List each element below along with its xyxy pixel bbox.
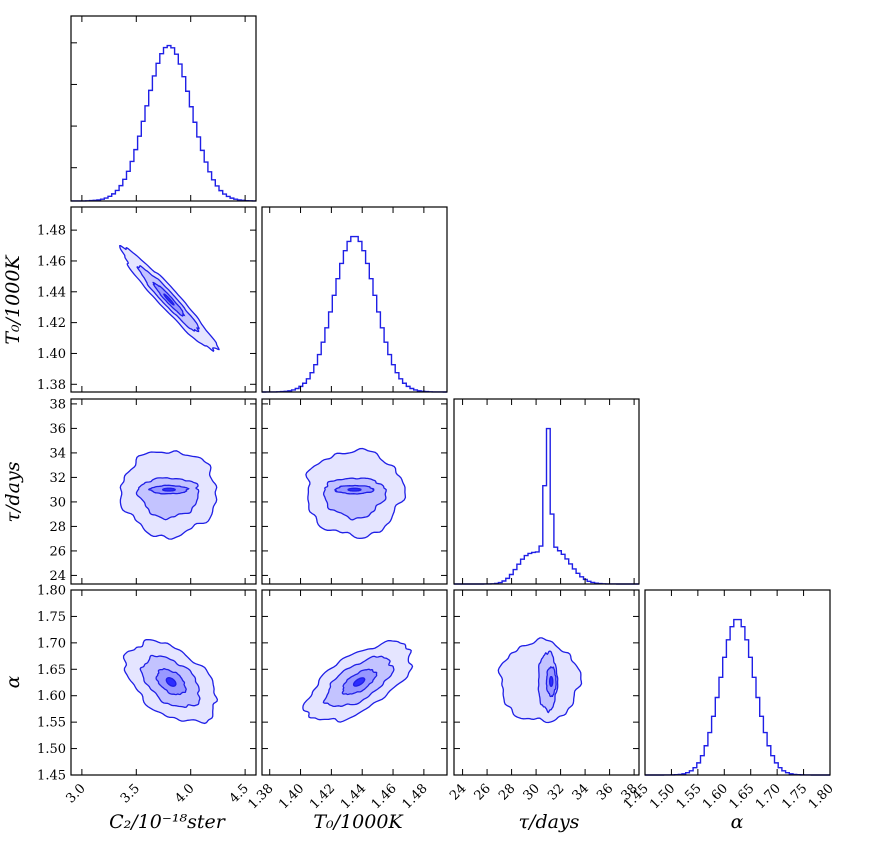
contours bbox=[122, 638, 219, 725]
y-tick-label: 1.70 bbox=[37, 636, 66, 651]
panel-frame bbox=[261, 589, 448, 776]
contours bbox=[302, 640, 414, 723]
x-tick-label: 1.44 bbox=[338, 781, 369, 812]
x-tick-label: 30 bbox=[521, 781, 543, 803]
x-tick-label: 36 bbox=[594, 781, 616, 803]
x-tick-label: 1.65 bbox=[726, 781, 757, 812]
y-tick-label: 32 bbox=[49, 471, 66, 486]
x-tick-label: 34 bbox=[570, 781, 592, 803]
contours bbox=[497, 637, 583, 724]
y-tick-label: 1.60 bbox=[37, 689, 66, 704]
y-tick-label: 1.50 bbox=[37, 742, 66, 757]
contour-T0-tau bbox=[261, 398, 448, 585]
panel-frame bbox=[70, 15, 257, 202]
y-tick-label: 24 bbox=[49, 569, 66, 584]
panel-frame bbox=[261, 398, 448, 585]
histogram-steps bbox=[262, 235, 447, 393]
y-tick-label: 1.38 bbox=[37, 378, 66, 393]
contours bbox=[119, 450, 218, 540]
y-tick-label: 1.44 bbox=[37, 285, 66, 300]
x-tick-label: 24 bbox=[447, 781, 469, 803]
x-tick-label: 1.48 bbox=[400, 781, 431, 812]
x-axis-label: α bbox=[731, 811, 744, 833]
contour-level bbox=[119, 450, 218, 540]
histogram-steps bbox=[71, 44, 256, 202]
contour-level bbox=[163, 293, 175, 306]
y-tick-label: 38 bbox=[49, 397, 66, 412]
panel-background bbox=[262, 207, 447, 392]
y-tick-label: 1.45 bbox=[37, 769, 66, 784]
contour-level bbox=[347, 487, 362, 492]
x-tick-label: 32 bbox=[545, 781, 567, 803]
contour-level bbox=[352, 677, 366, 687]
contours bbox=[305, 447, 407, 540]
y-tick-label: 34 bbox=[49, 446, 66, 461]
x-tick-label: 4.0 bbox=[172, 781, 197, 806]
y-tick-label: 1.48 bbox=[37, 224, 66, 239]
y-tick-label: 1.80 bbox=[37, 584, 66, 599]
contour-level bbox=[548, 675, 554, 687]
contour-level bbox=[497, 637, 583, 724]
x-tick-label: 1.80 bbox=[806, 781, 837, 812]
y-tick-label: 28 bbox=[49, 520, 66, 535]
x-tick-label: 3.0 bbox=[63, 781, 88, 806]
contours bbox=[119, 245, 220, 353]
histogram-C2 bbox=[70, 15, 257, 202]
panel-background bbox=[71, 16, 256, 201]
y-tick-label: 1.65 bbox=[37, 663, 66, 678]
contour-C2-alpha: 3.0 3.5 4.0 4.51.451.501.551.601.651.701.75… bbox=[37, 584, 257, 806]
panel-frame bbox=[261, 206, 448, 393]
y-tick-label: 1.75 bbox=[37, 610, 66, 625]
panel-frame bbox=[644, 589, 831, 776]
histogram-alpha: 1.451.501.551.601.651.701.751.80 bbox=[621, 589, 837, 812]
x-tick-label: 26 bbox=[472, 781, 494, 803]
y-tick-label: 1.55 bbox=[37, 716, 66, 731]
panel-frame bbox=[453, 398, 640, 585]
x-tick-label: 1.40 bbox=[276, 781, 307, 812]
x-axis-label: T₀/1000K bbox=[313, 811, 404, 833]
x-tick-label: 1.50 bbox=[647, 781, 678, 812]
x-tick-label: 28 bbox=[496, 781, 518, 803]
contour-C2-tau: 24 26 28 30 32 34 36 38 bbox=[49, 397, 257, 585]
panel-background bbox=[645, 590, 830, 775]
y-tick-label: 1.40 bbox=[37, 347, 66, 362]
panel-background bbox=[454, 399, 639, 584]
y-axis-label: τ/days bbox=[2, 461, 24, 522]
contour-C2-T0: 1.38 1.40 1.42 1.44 1.46 1.48 bbox=[37, 206, 257, 393]
contour-level bbox=[537, 650, 559, 714]
x-tick-label: 1.55 bbox=[674, 781, 705, 812]
panel-frame bbox=[453, 589, 640, 776]
x-tick-label: 1.70 bbox=[753, 781, 784, 812]
histogram-T0 bbox=[261, 206, 448, 393]
x-tick-label: 1.42 bbox=[307, 781, 338, 812]
y-axis-label: T₀/1000K bbox=[2, 254, 24, 345]
x-tick-label: 1.38 bbox=[245, 781, 276, 812]
y-axis-label: α bbox=[2, 675, 24, 688]
y-tick-label: 1.46 bbox=[37, 254, 66, 269]
x-axis-label: τ/days bbox=[519, 811, 580, 833]
histogram-tau bbox=[453, 398, 640, 585]
panel-frame bbox=[70, 589, 257, 776]
x-tick-label: 1.46 bbox=[369, 781, 400, 812]
y-tick-label: 26 bbox=[49, 544, 66, 559]
contour-T0-alpha: 1.38 1.40 1.42 1.44 1.46 1.48 bbox=[245, 589, 448, 812]
x-tick-label: 1.60 bbox=[700, 781, 731, 812]
x-tick-label: 1.75 bbox=[779, 781, 810, 812]
panel-background bbox=[71, 590, 256, 775]
x-axis-label: C₂/10⁻¹⁸ster bbox=[109, 811, 227, 833]
y-tick-label: 30 bbox=[49, 495, 66, 510]
x-tick-label: 3.5 bbox=[118, 781, 143, 806]
panel-background bbox=[71, 399, 256, 584]
contour-level bbox=[162, 487, 176, 492]
contour-level bbox=[165, 677, 177, 687]
y-tick-label: 36 bbox=[49, 422, 66, 437]
panel-frame bbox=[70, 206, 257, 393]
contour-tau-alpha: 24 26 28 30 32 34 36 38 bbox=[447, 589, 641, 804]
panel-frame bbox=[70, 398, 257, 585]
panel-background bbox=[71, 207, 256, 392]
y-tick-label: 1.42 bbox=[37, 316, 66, 331]
